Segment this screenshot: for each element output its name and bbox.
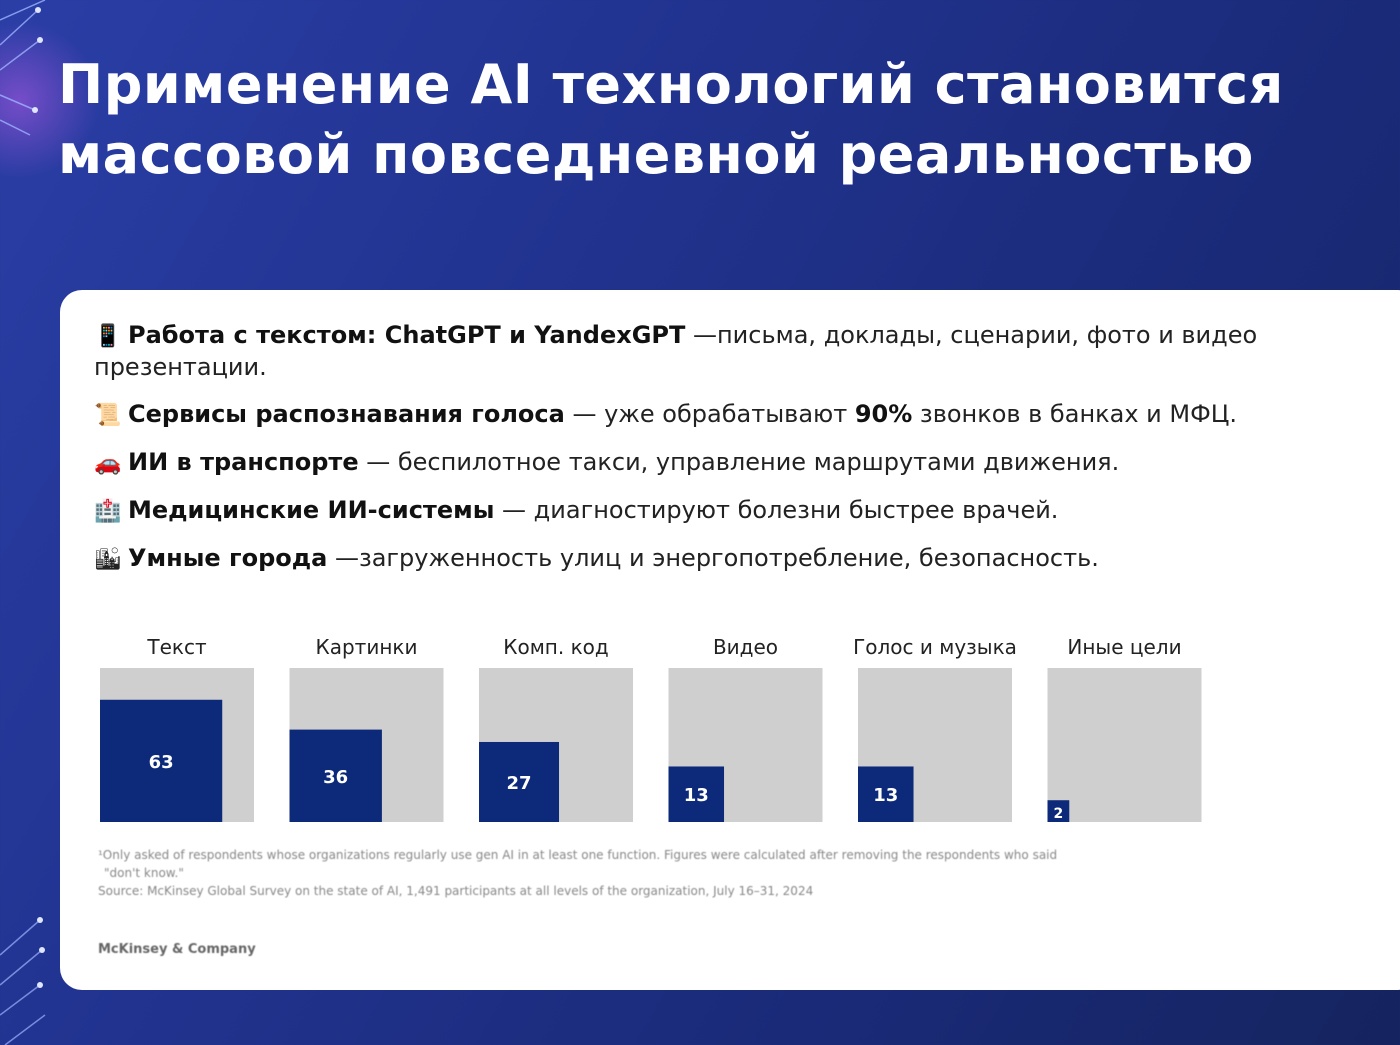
bullet-description: — диагностируют болезни быстрее врачей. (494, 496, 1059, 524)
page-scroll-icon: 📜 (94, 403, 122, 428)
bullet-heading: ИИ в транспорте (128, 448, 359, 476)
bullet-description: — беспилотное такси, управление маршрута… (358, 448, 1120, 476)
category-label: Голос и музыка (853, 635, 1017, 659)
bar (289, 729, 382, 822)
bullet-heading: Сервисы распознавания голоса (128, 400, 565, 428)
bar (479, 741, 560, 822)
bullet-transport: 🚗 ИИ в транспорте — беспилотное такси, уп… (94, 447, 1354, 479)
bar (1047, 800, 1070, 822)
chart-category-group: Видео 13 (668, 635, 823, 822)
bullet-heading: Работа с текстом: ChatGPT и YandexGPT (128, 321, 686, 349)
bullet-smart-cities: 🏙 Умные города —загруженность улиц и энер… (94, 543, 1354, 575)
footnote-line: ¹Only asked of respondents whose organiz… (98, 848, 1058, 862)
chart-footnote: ¹Only asked of respondents whose organiz… (98, 846, 1218, 900)
corner-glow (0, 20, 100, 180)
bar (858, 766, 914, 822)
bullet-voice-recognition: 📜 Сервисы распознавания голоса — уже обра… (94, 399, 1354, 431)
circuit-lines-decoration (0, 0, 46, 136)
bullet-percentage: 90% (854, 400, 913, 428)
content-card: 📱 Работа с текстом: ChatGPT и YandexGPT —… (60, 290, 1400, 990)
bar-value-label: 13 (684, 785, 709, 806)
chart-category-group: Текст 63 (100, 635, 254, 822)
car-icon: 🚗 (94, 451, 122, 476)
circuit-lines-decoration-bottom (0, 917, 46, 1045)
category-label: Видео (713, 635, 778, 659)
bar-value-label: 13 (873, 785, 898, 806)
footnote-source: Source: McKinsey Global Survey on the st… (98, 884, 814, 898)
chart-category-group: Голос и музыка 13 (853, 635, 1017, 822)
bullet-heading: Умные города (128, 544, 328, 572)
footnote-line: "don't know." (104, 866, 184, 880)
bullet-heading: Медицинские ИИ-системы (128, 496, 495, 524)
bar (100, 699, 223, 822)
mobile-phone-icon: 📱 (94, 324, 122, 349)
bullet-description: — уже обрабатывают (564, 400, 855, 428)
bar (668, 766, 725, 822)
bullet-description: —загруженность улиц и энергопотребление,… (327, 544, 1099, 572)
bar-background (1047, 668, 1202, 822)
bar-value-label: 2 (1054, 806, 1064, 822)
city-icon: 🏙 (94, 547, 122, 572)
bullet-list: 📱 Работа с текстом: ChatGPT и YandexGPT —… (94, 320, 1354, 591)
category-label: Комп. код (503, 635, 608, 659)
category-label: Картинки (316, 635, 418, 659)
chart-category-group: Комп. код 27 (479, 635, 633, 822)
bullet-description-end: звонков в банках и МФЦ. (912, 400, 1238, 428)
bullet-text-work: 📱 Работа с текстом: ChatGPT и YandexGPT —… (94, 320, 1354, 383)
bar-value-label: 63 (149, 752, 174, 773)
category-label: Иные цели (1067, 635, 1181, 659)
source-brand: McKinsey & Company (98, 942, 256, 957)
page-title: Применение AI технологий становится масс… (58, 53, 1284, 186)
bar-value-label: 36 (323, 767, 348, 788)
category-label: Текст (146, 635, 207, 659)
chart-category-group: Картинки 36 (289, 635, 444, 822)
hospital-icon: 🏥 (94, 499, 122, 524)
bar-value-label: 27 (506, 773, 531, 794)
bullet-medical: 🏥 Медицинские ИИ-системы — диагностируют … (94, 495, 1354, 527)
chart-category-group: Иные цели 2 (1047, 635, 1202, 822)
bullet-description: —письма, доклады, сценарии, фото и видео… (94, 321, 1258, 381)
